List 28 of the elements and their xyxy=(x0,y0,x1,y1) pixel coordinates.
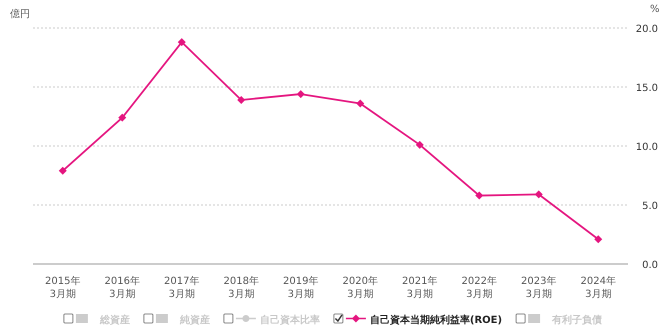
y2-axis-title: % xyxy=(650,4,660,15)
point xyxy=(178,38,186,46)
legend-label: 自己資本当期純利益率(ROE) xyxy=(370,314,502,326)
x-tick-label: 2020年 3月期 xyxy=(342,275,378,300)
x-tick-label: 2016年 3月期 xyxy=(104,275,140,300)
y2-tick-label: 10.0 xyxy=(636,142,658,153)
point xyxy=(58,166,67,175)
point xyxy=(237,96,246,104)
y-axis-title: 億円 xyxy=(10,8,30,20)
x-tick-label: 2022年 3月期 xyxy=(462,275,497,300)
x-tick-label: 2021年 3月期 xyxy=(402,275,438,300)
point xyxy=(416,140,424,149)
x-tick-label: 2015年 3月期 xyxy=(45,275,80,300)
x-tick-label: 2018年 3月期 xyxy=(224,275,259,300)
point xyxy=(356,100,364,108)
x-tick-label: 2024年 3月期 xyxy=(580,275,616,300)
x-tick-label: 2019年 3月期 xyxy=(283,275,318,300)
point xyxy=(534,190,543,198)
point xyxy=(296,90,305,98)
y2-tick-label: 15.0 xyxy=(636,83,658,94)
x-tick-label: 2023年 3月期 xyxy=(521,275,556,300)
x-tick-label: 2017年 3月期 xyxy=(164,275,200,300)
point xyxy=(475,192,484,200)
y2-tick-label: 5.0 xyxy=(642,201,658,212)
point xyxy=(118,114,126,122)
point xyxy=(594,235,602,244)
y2-tick-label: 0.0 xyxy=(642,260,658,271)
y2-tick-label: 20.0 xyxy=(636,24,658,35)
